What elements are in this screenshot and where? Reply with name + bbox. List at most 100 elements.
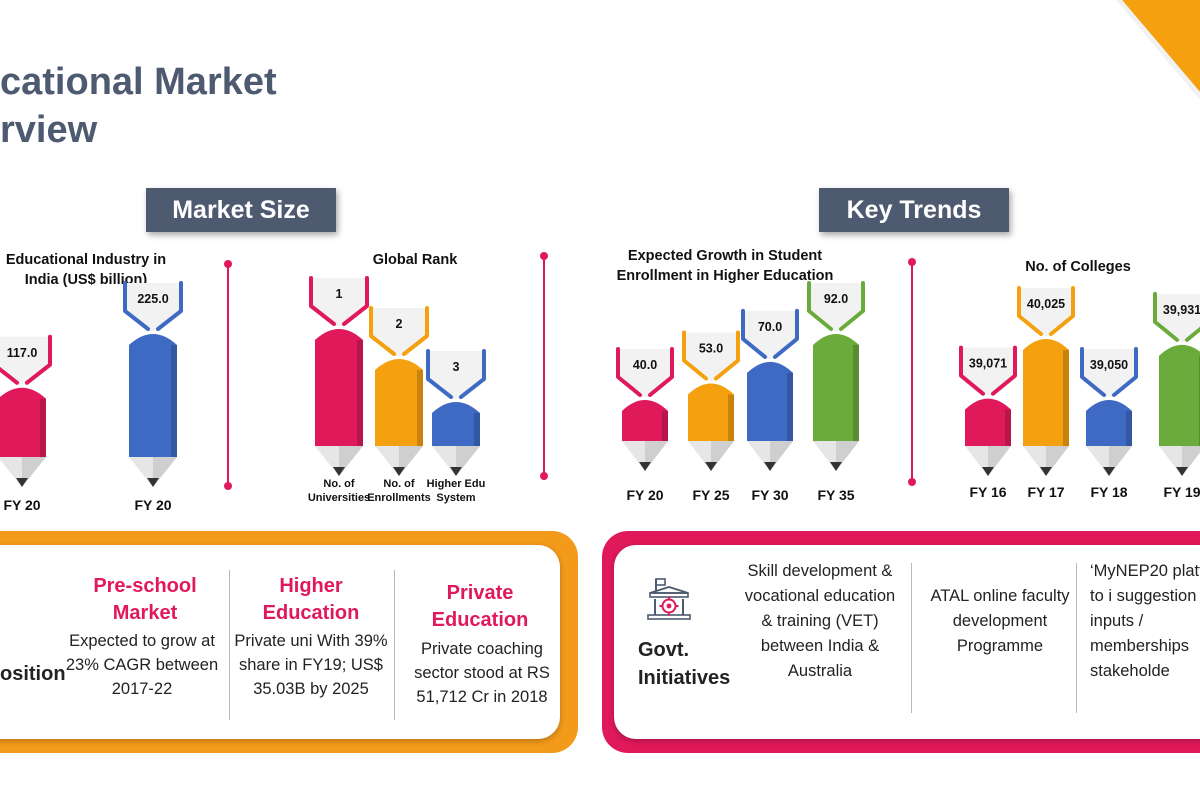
chart3-item2-category-label: FY 25 xyxy=(692,487,729,503)
private-education-text: Private coaching sector stood at RS 51,7… xyxy=(414,640,550,706)
chart4-item1-label-holder xyxy=(961,347,1015,396)
chart2-item2-label-holder xyxy=(371,308,427,356)
chart2-item3-tip-lead xyxy=(450,467,462,476)
chart3-item3-tip-lead xyxy=(764,462,776,471)
chart3-item4-bar-shade xyxy=(853,345,859,441)
chart3-item1-value-label: 40.0 xyxy=(633,358,657,372)
chart-title-enrollment: Expected Growth in Student Enrollment in… xyxy=(616,248,834,284)
chart2-item1-tip-shade xyxy=(339,446,363,476)
chart-divider-1 xyxy=(224,260,232,490)
chart4-item2-bar-shade xyxy=(1063,350,1069,446)
chart2-item1-tip-lead xyxy=(333,467,345,476)
chart2-item1-category-label-2: Universities xyxy=(308,492,370,504)
chart-divider-3 xyxy=(908,258,916,486)
chart2-item3-label-holder xyxy=(428,351,484,399)
chart2-item2-value-label: 2 xyxy=(396,317,403,331)
chart3-item3-label-outline xyxy=(741,308,799,359)
initiative-atal: ATAL online faculty development Programm… xyxy=(930,587,1070,655)
chart3-item1-bar-shade xyxy=(662,411,668,441)
chart1-item1-bar xyxy=(0,387,46,457)
chart3-item4-value-label: 92.0 xyxy=(824,292,848,306)
chart1-item1-tip-shade xyxy=(22,457,46,487)
pencil-bar-charts: 117.0 FY 20 225.0 FY 20 1 No. of Universities 2… xyxy=(0,276,1200,513)
initiatives-divider-1 xyxy=(911,563,912,713)
chart2-item3-label-outline xyxy=(426,349,486,399)
chart4-item1-tip-lead xyxy=(982,467,994,476)
chart4-item4-category-label: FY 19 xyxy=(1163,484,1200,500)
initiative-vet: Skill development & vocational education… xyxy=(744,562,896,680)
chart3-item2-label-outline xyxy=(682,330,740,381)
preschool-text: Expected to grow at 23% CAGR between 201… xyxy=(65,632,219,698)
chart4-item1-category-label: FY 16 xyxy=(969,484,1006,500)
page-title-line1: cational Market xyxy=(0,61,277,103)
chart4-item1-bar xyxy=(965,398,1011,446)
key-trends-header: Key Trends xyxy=(819,188,1009,232)
govt-initiatives-text: Govt. Initiatives xyxy=(638,639,731,689)
chart2-item2-bar-shade xyxy=(417,370,423,446)
chart4-item2-category-label: FY 17 xyxy=(1027,484,1064,500)
chart2-item2-tip-shade xyxy=(399,446,423,476)
chart1-item1-value-label: 117.0 xyxy=(7,346,38,360)
chart2-item3-value-label: 3 xyxy=(453,360,460,374)
chart4-item1-tip-shade xyxy=(988,446,1011,476)
chart-title-global-rank: Global Rank xyxy=(372,252,458,268)
chart4-item3-tip-lead xyxy=(1103,467,1115,476)
chart2-item3-bar xyxy=(432,402,480,446)
chart1-item2-tip-lead xyxy=(147,478,159,487)
chart-title-industry: Educational Industry in India (US$ billi… xyxy=(5,252,167,288)
chart3-item2-bar-shade xyxy=(728,394,734,441)
chart4-item4-label-outline xyxy=(1153,291,1200,342)
chart1-item2-value-label: 225.0 xyxy=(137,292,168,306)
chart2-item1-bar-shade xyxy=(357,340,363,446)
chart3-item4-tip-shade xyxy=(836,441,859,471)
chart1-item2-tip-shade xyxy=(153,457,177,487)
market-size-header: Market Size xyxy=(146,188,336,232)
chart2-item1-label-outline xyxy=(309,276,369,326)
chart3-item1-bar xyxy=(622,400,668,441)
composition-divider-1 xyxy=(229,570,230,720)
chart4-item3-category-label: FY 18 xyxy=(1090,484,1127,500)
chart4-item1-value-label: 39,071 xyxy=(969,357,1007,371)
chart3-item3-category-label: FY 30 xyxy=(751,487,788,503)
chart1-item1-tip-lead xyxy=(16,478,28,487)
chart2-item1-bar xyxy=(315,329,363,446)
chart1-item2-category-label: FY 20 xyxy=(134,497,171,513)
chart1-item1-label-outline xyxy=(0,334,52,385)
govt-initiatives-label: Govt. Initiatives xyxy=(638,636,748,692)
chart4-item2-label-outline xyxy=(1017,286,1075,336)
chart2-item2-tip-lead xyxy=(393,467,405,476)
composition-divider-2 xyxy=(394,570,395,720)
initiatives-card-inner xyxy=(614,545,1200,739)
chart3-item1-tip-shade xyxy=(645,441,668,471)
chart4-item3-label-holder xyxy=(1082,349,1136,397)
chart3-item3-bar-shade xyxy=(787,372,793,441)
chart4-item2-tip-lead xyxy=(1040,467,1052,476)
chart1-item1-category-label: FY 20 xyxy=(3,497,40,513)
initiatives-card xyxy=(602,531,1200,753)
preschool-title: Pre-school Market xyxy=(93,575,197,624)
chart4-item2-value-label: 40,025 xyxy=(1027,297,1065,311)
chart3-item3-tip-shade xyxy=(770,441,793,471)
composition-card-inner xyxy=(0,545,560,739)
chart4-item3-value-label: 39,050 xyxy=(1090,358,1128,372)
chart-title-colleges: No. of Colleges xyxy=(1025,259,1131,275)
chart3-item4-category-label: FY 35 xyxy=(817,487,854,503)
chart4-item4-tip-lead xyxy=(1176,467,1188,476)
chart-divider-2 xyxy=(540,252,548,480)
chart3-item4-tip-lead xyxy=(830,462,842,471)
chart3-item1-label-outline xyxy=(616,347,674,397)
chart2-item2-category-label-1: No. of xyxy=(383,478,414,490)
chart2-item3-category-label-1: Higher Edu xyxy=(427,478,486,490)
chart2-item1-category-label-1: No. of xyxy=(323,478,354,490)
chart3-item3-bar xyxy=(747,361,793,441)
higher-education-title: Higher Education xyxy=(262,575,360,624)
chart4-item2-label-holder xyxy=(1019,288,1073,336)
chart3-item4-label-outline xyxy=(807,281,865,331)
chart3-item3-label-holder xyxy=(743,310,797,359)
private-education-title: Private Education xyxy=(431,582,529,631)
corner-decoration xyxy=(1116,0,1200,100)
chart1-item2-bar xyxy=(129,334,177,457)
chart3-item4-bar xyxy=(813,334,859,441)
chart4-item1-label-outline xyxy=(959,345,1017,396)
chart3-item2-tip-lead xyxy=(705,462,717,471)
